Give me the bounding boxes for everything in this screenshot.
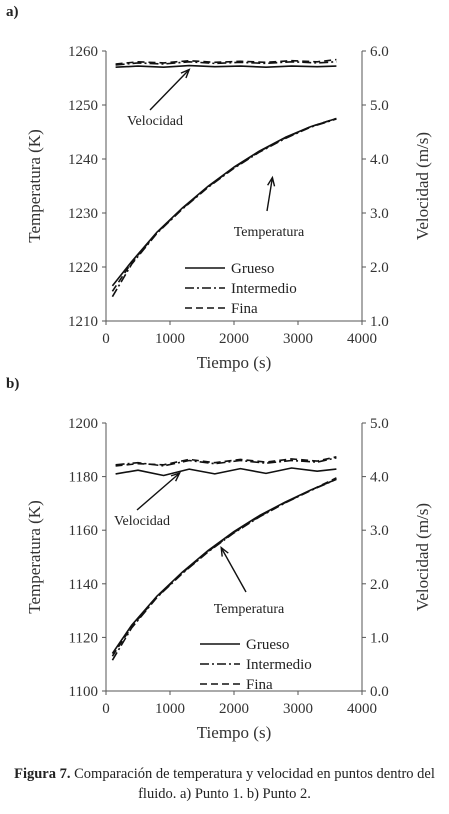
- x-tick-label: 4000: [347, 331, 377, 347]
- x-tick-label: 2000: [219, 331, 249, 347]
- y-tick-label: 1210: [68, 314, 98, 330]
- x-tick-label: 3000: [283, 701, 313, 717]
- y2-tick-label: 0.0: [370, 684, 389, 700]
- panel-label: b): [6, 376, 20, 392]
- y-tick-label: 1180: [69, 470, 98, 486]
- y2-axis-title: Velocidad (m/s): [413, 503, 432, 611]
- y2-tick-label: 5.0: [370, 98, 389, 114]
- x-tick-label: 3000: [283, 331, 313, 347]
- y2-tick-label: 2.0: [370, 260, 389, 276]
- annotation-label: Temperatura: [214, 602, 285, 617]
- y2-tick-label: 2.0: [370, 577, 389, 593]
- series-line-temperature-dashdot: [111, 118, 337, 298]
- series-line-temperature-solid: [111, 117, 337, 287]
- series-line-velocity-solid: [115, 467, 337, 477]
- y-tick-label: 1250: [68, 98, 98, 114]
- chart-a-svg: 0 1000 2000 3000 4000 1210 1220 1230 1240 1250 126…: [25, 44, 432, 372]
- y2-axis-title: Velocidad (m/s): [413, 132, 432, 240]
- y2-tick-label: 3.0: [370, 523, 389, 539]
- legend-label: Intermedio: [231, 281, 297, 297]
- series-line-temperature-dashed: [111, 117, 337, 292]
- series-line-velocity-dashed: [115, 456, 337, 467]
- annotation-arrowhead: [170, 471, 181, 482]
- annotation-arrowhead: [180, 68, 191, 79]
- annotation-label: Velocidad: [127, 114, 183, 129]
- legend-label: Fina: [246, 677, 273, 693]
- y-tick-label: 1100: [69, 684, 98, 700]
- caption-text: Comparación de temperatura y velocidad e…: [70, 766, 435, 802]
- annotation-label: Temperatura: [234, 225, 305, 240]
- annotation-arrowhead: [220, 546, 229, 557]
- y2-tick-label: 1.0: [370, 630, 389, 646]
- series-line-velocity-dashed: [115, 58, 337, 65]
- series-line-velocity-dashdot: [115, 60, 337, 66]
- y-tick-label: 1230: [68, 206, 98, 222]
- series-line-velocity-solid: [115, 64, 337, 68]
- x-tick-label: 2000: [219, 701, 249, 717]
- y2-tick-label: 4.0: [370, 152, 389, 168]
- annotation-arrow: [136, 472, 181, 511]
- x-tick-label: 1000: [155, 701, 185, 717]
- y-tick-label: 1220: [68, 260, 98, 276]
- legend-label: Grueso: [246, 637, 289, 653]
- x-tick-label: 0: [102, 331, 110, 347]
- x-axis-title: Tiempo (s): [197, 353, 271, 372]
- annotation-arrow: [149, 69, 190, 111]
- y2-tick-label: 4.0: [370, 470, 389, 486]
- y2-tick-label: 5.0: [370, 416, 389, 432]
- x-axis-title: Tiempo (s): [197, 723, 271, 742]
- annotation-label: Velocidad: [114, 514, 170, 529]
- y2-tick-label: 1.0: [370, 314, 389, 330]
- series-line-temperature-solid: [111, 478, 337, 654]
- y-tick-label: 1260: [68, 44, 98, 60]
- annotation-arrow: [266, 177, 274, 212]
- legend-label: Intermedio: [246, 657, 312, 673]
- y-tick-label: 1140: [69, 577, 98, 593]
- y-axis-title: Temperatura (K): [25, 129, 44, 243]
- y2-tick-label: 6.0: [370, 44, 389, 60]
- figure-caption: Figura 7. Comparación de temperatura y v…: [0, 764, 449, 804]
- caption-label: Figura 7.: [14, 766, 71, 782]
- x-tick-label: 4000: [347, 701, 377, 717]
- y-tick-label: 1160: [69, 523, 98, 539]
- y2-tick-label: 3.0: [370, 206, 389, 222]
- x-tick-label: 0: [102, 701, 110, 717]
- annotation-arrow: [220, 547, 247, 593]
- y-tick-label: 1200: [68, 416, 98, 432]
- y-tick-label: 1120: [69, 630, 98, 646]
- y-tick-label: 1240: [68, 152, 98, 168]
- legend-label: Grueso: [231, 261, 274, 277]
- chart-panel-a: a) 0 1000 2000 3000 4000 1210 1220 1230 1240 1250…: [0, 0, 449, 375]
- annotation-arrowhead: [267, 175, 276, 187]
- series-line-temperature-dashed: [111, 477, 337, 657]
- panel-label: a): [6, 4, 19, 20]
- x-tick-label: 1000: [155, 331, 185, 347]
- chart-b-svg: 0 1000 2000 3000 4000 1100 1120 1140 1160 1180 120…: [25, 416, 432, 742]
- series-line-temperature-dashdot: [111, 478, 337, 661]
- legend-label: Fina: [231, 301, 258, 317]
- chart-panel-b: b) 0 1000 2000 3000 4000 1100 1120 1140 1160 1180…: [0, 372, 449, 752]
- y-axis-title: Temperatura (K): [25, 500, 44, 614]
